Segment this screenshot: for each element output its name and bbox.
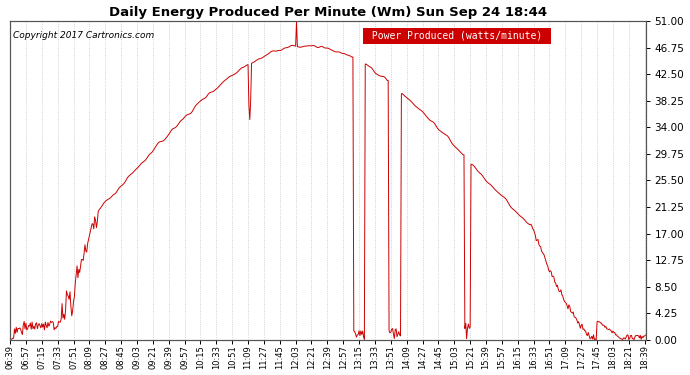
Text: Copyright 2017 Cartronics.com: Copyright 2017 Cartronics.com xyxy=(13,31,155,40)
Title: Daily Energy Produced Per Minute (Wm) Sun Sep 24 18:44: Daily Energy Produced Per Minute (Wm) Su… xyxy=(109,6,547,18)
Text: Power Produced (watts/minute): Power Produced (watts/minute) xyxy=(366,31,548,40)
